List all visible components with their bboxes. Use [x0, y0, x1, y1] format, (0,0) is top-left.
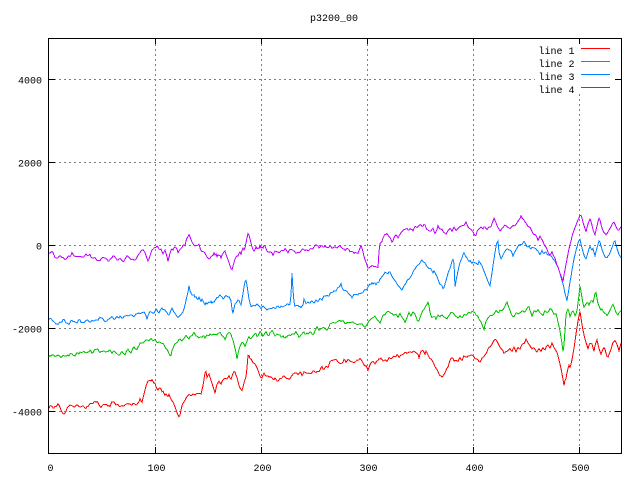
svg-text:100: 100	[147, 464, 165, 475]
svg-text:line 4: line 4	[538, 85, 574, 97]
svg-text:2000: 2000	[18, 159, 42, 170]
svg-text:200: 200	[253, 464, 271, 475]
svg-text:line 3: line 3	[538, 72, 574, 84]
svg-text:0: 0	[36, 242, 42, 253]
svg-text:-2000: -2000	[12, 325, 42, 336]
svg-text:4000: 4000	[18, 76, 42, 87]
svg-text:400: 400	[465, 464, 483, 475]
svg-text:p3200_00: p3200_00	[310, 14, 358, 25]
svg-text:line 2: line 2	[538, 59, 574, 71]
svg-text:300: 300	[359, 464, 377, 475]
svg-text:0: 0	[47, 464, 53, 475]
svg-text:-4000: -4000	[12, 408, 42, 419]
svg-text:500: 500	[571, 464, 589, 475]
svg-text:line 1: line 1	[538, 46, 574, 58]
